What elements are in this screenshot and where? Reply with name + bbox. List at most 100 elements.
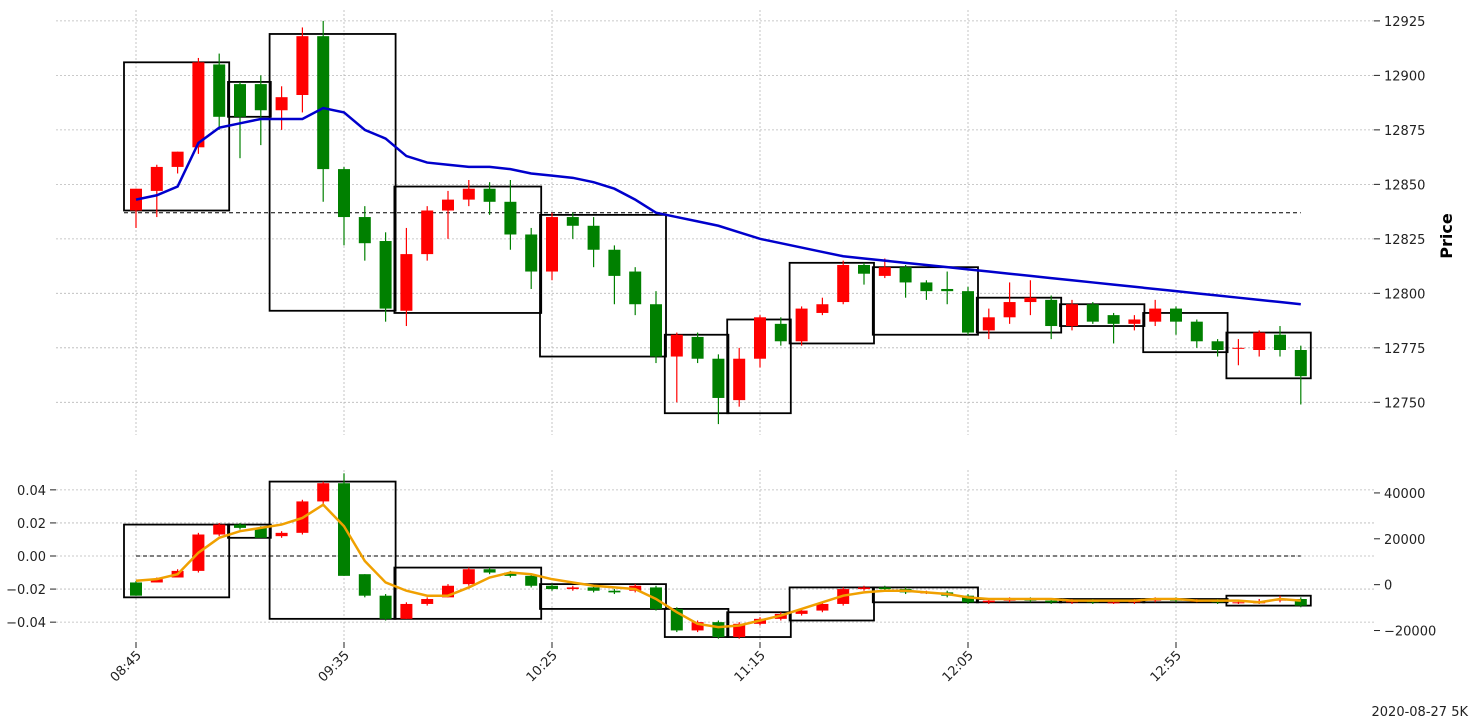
osc-right-tick-label: 0 xyxy=(1384,579,1392,594)
indicator-lines xyxy=(135,106,1301,629)
osc-candle xyxy=(1232,602,1245,604)
price-tick-label: 12875 xyxy=(1384,124,1425,139)
osc-range-box xyxy=(393,566,543,620)
price-axis-label: Price xyxy=(1437,213,1456,259)
price-candle xyxy=(234,84,246,117)
price-candle xyxy=(962,291,974,333)
osc-candle xyxy=(712,622,725,638)
range-boxes xyxy=(123,33,1312,638)
oscillator-bars xyxy=(130,473,1307,639)
osc-candle xyxy=(608,590,621,593)
price-candle xyxy=(837,265,850,303)
osc-candle xyxy=(587,587,600,591)
price-candle xyxy=(379,241,392,309)
price-candle xyxy=(816,304,829,313)
osc-candle xyxy=(566,587,579,590)
price-candle xyxy=(858,265,870,274)
osc-candle xyxy=(483,569,496,573)
price-candle xyxy=(254,84,267,111)
price-candle xyxy=(504,201,517,235)
price-candle xyxy=(546,217,558,272)
price-range-box xyxy=(1059,303,1146,327)
oscillator-smoothed-line xyxy=(135,503,1301,629)
osc-range-box xyxy=(788,586,875,622)
x-tick-label: 10:25 xyxy=(524,648,561,685)
osc-candle xyxy=(962,595,974,603)
price-candle xyxy=(982,317,995,331)
price-range-box xyxy=(227,81,272,118)
price-range-box xyxy=(539,213,667,358)
osc-range-box xyxy=(726,611,792,638)
price-candle xyxy=(400,254,413,311)
price-candle xyxy=(1232,347,1245,349)
osc-range-box xyxy=(123,523,231,599)
osc-candle xyxy=(733,623,746,638)
price-candle xyxy=(525,234,538,272)
price-range-box xyxy=(268,33,397,312)
osc-candle xyxy=(546,585,558,590)
price-candle xyxy=(1274,334,1286,350)
osc-right-tick-label: −20000 xyxy=(1384,625,1436,640)
price-candle xyxy=(1149,308,1162,322)
osc-candle xyxy=(379,595,392,619)
price-candle xyxy=(941,288,954,292)
osc-left-tick-label: −0.02 xyxy=(6,583,46,598)
price-tick-label: 12775 xyxy=(1384,342,1425,357)
osc-candle xyxy=(982,600,995,603)
osc-candle xyxy=(816,603,829,611)
osc-range-box xyxy=(663,608,730,638)
price-candle xyxy=(1086,304,1099,322)
osc-candle xyxy=(691,622,704,631)
price-candle xyxy=(1190,321,1203,342)
reference-lines xyxy=(124,212,1301,557)
price-candle xyxy=(338,169,350,218)
osc-candle xyxy=(275,532,288,537)
price-candle xyxy=(650,304,662,357)
price-candle xyxy=(629,271,642,305)
price-candle xyxy=(1128,319,1141,324)
osc-range-box xyxy=(539,583,667,610)
price-candle xyxy=(1045,299,1058,327)
osc-candle xyxy=(795,610,808,614)
x-tick-label: 11:15 xyxy=(732,648,769,685)
price-candle xyxy=(483,188,496,202)
osc-candle xyxy=(878,587,891,590)
price-candle xyxy=(317,36,330,170)
price-candle xyxy=(275,97,288,111)
price-candle xyxy=(878,267,891,276)
price-candle xyxy=(795,308,808,342)
osc-range-box xyxy=(268,480,397,620)
price-candle xyxy=(171,151,184,167)
x-tick-label: 12:55 xyxy=(1148,648,1185,685)
osc-left-tick-label: 0.00 xyxy=(17,550,46,565)
price-candle xyxy=(358,217,371,244)
price-candle xyxy=(670,334,683,357)
osc-candle xyxy=(317,483,330,502)
price-candle xyxy=(296,36,309,95)
price-candle xyxy=(899,267,912,283)
price-range-box xyxy=(788,261,875,345)
osc-candle xyxy=(421,599,434,604)
x-tick-label: 09:35 xyxy=(316,648,353,685)
price-candle xyxy=(1170,308,1182,322)
price-candle xyxy=(608,249,621,276)
osc-candle xyxy=(234,524,246,528)
osc-candle xyxy=(213,524,226,535)
osc-candle xyxy=(358,574,371,596)
price-range-box xyxy=(393,185,543,314)
price-tick-label: 12750 xyxy=(1384,396,1425,411)
x-tick-label: 08:45 xyxy=(108,648,145,685)
osc-candle xyxy=(525,575,538,586)
price-range-box xyxy=(1225,331,1312,380)
price-candle xyxy=(691,336,704,359)
price-candles xyxy=(130,20,1307,425)
price-candle xyxy=(192,62,205,148)
osc-right-tick-label: 20000 xyxy=(1384,533,1425,548)
price-tick-label: 12900 xyxy=(1384,69,1425,84)
osc-candle xyxy=(130,582,142,596)
osc-candle xyxy=(1107,602,1120,604)
osc-candle xyxy=(858,587,870,590)
price-range-box xyxy=(871,266,979,336)
footer-date-label: 2020-08-27 5K xyxy=(1372,705,1469,720)
